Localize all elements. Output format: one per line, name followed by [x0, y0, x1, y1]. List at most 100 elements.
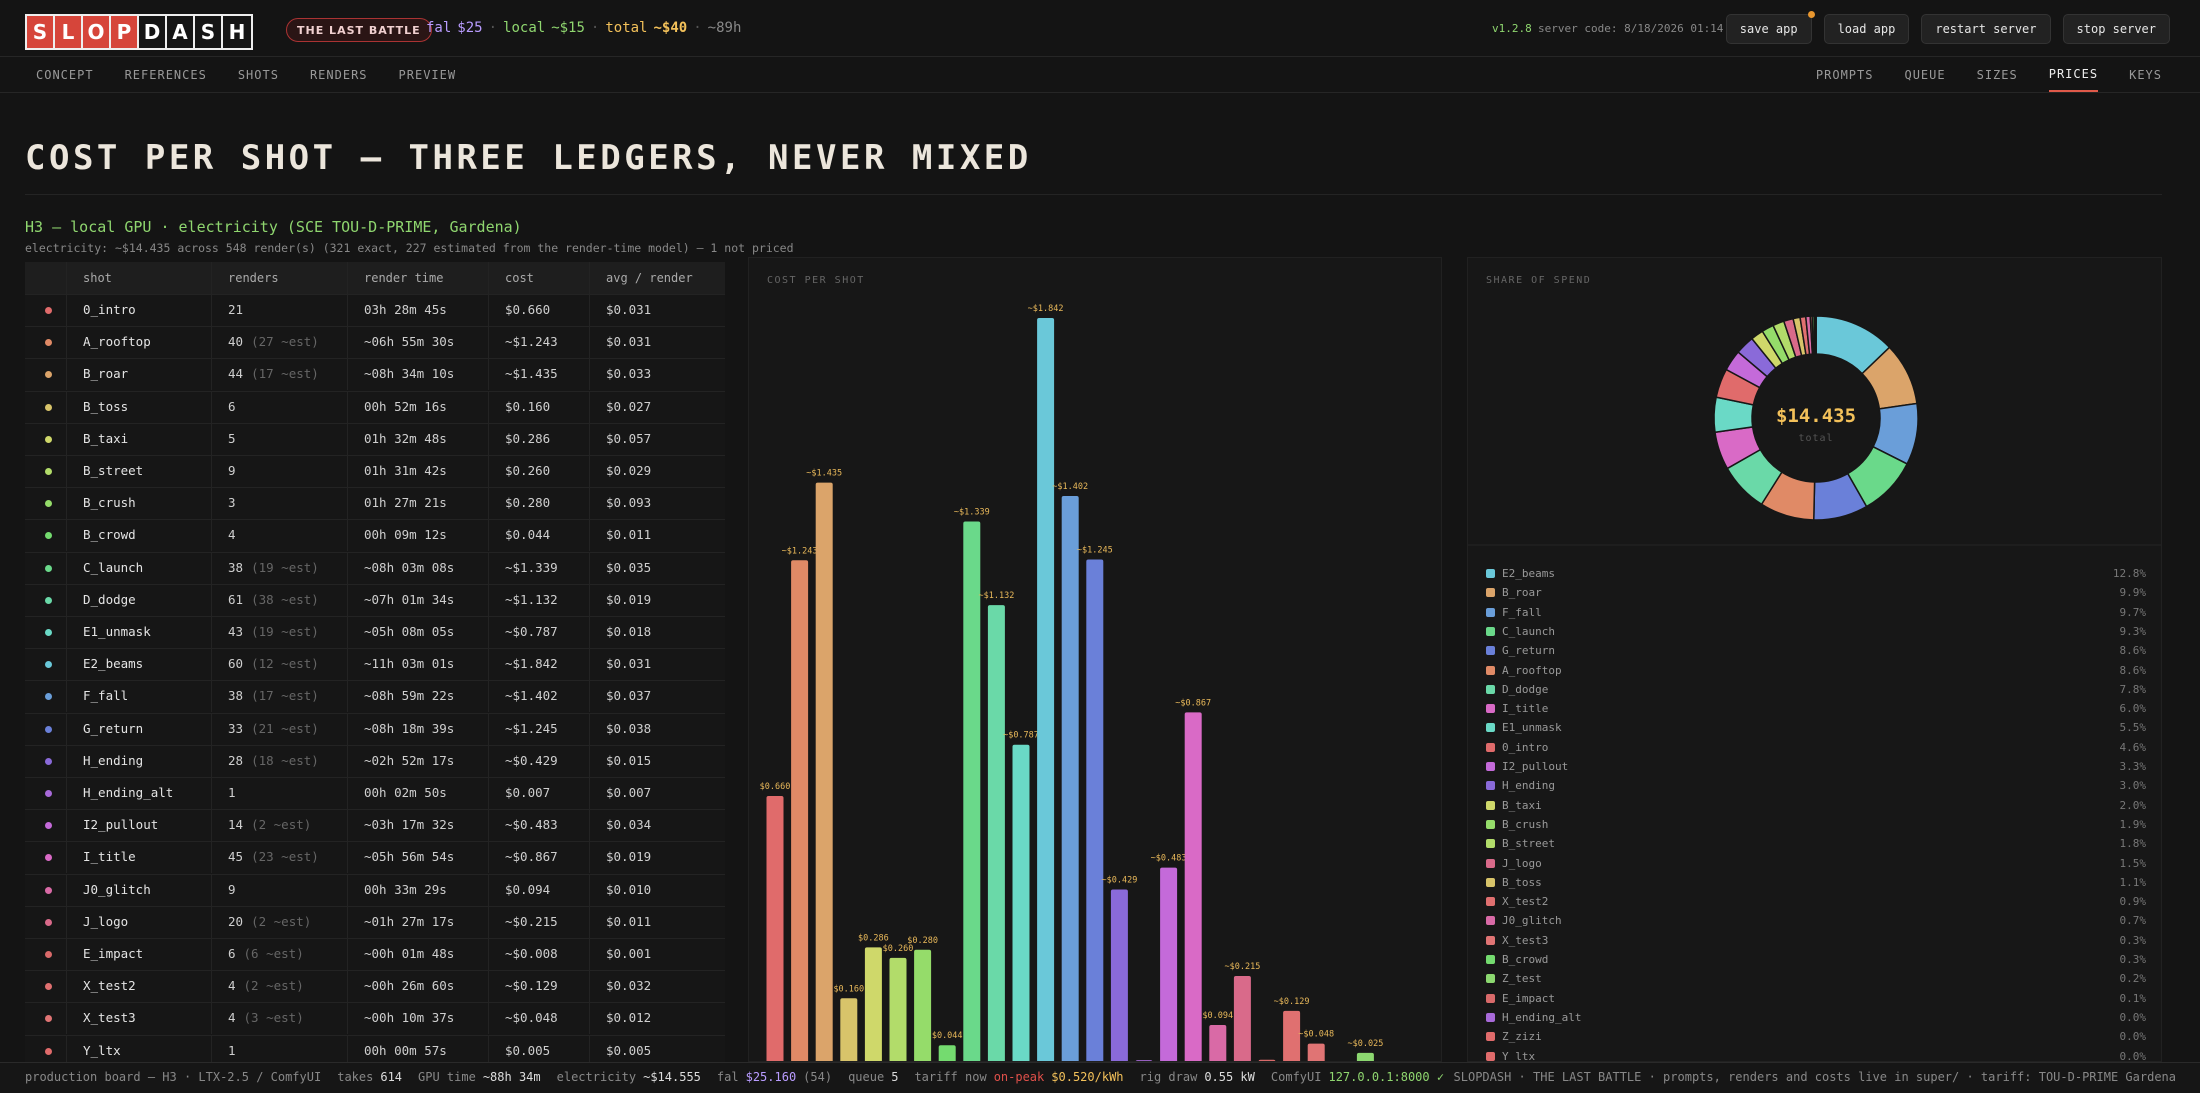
cell: ~$1.339 — [488, 551, 558, 584]
legend-value: 1.5% — [2119, 856, 2147, 870]
bar-value-label: $0.660 — [760, 782, 791, 792]
cell: 9 — [211, 455, 236, 487]
row-dot — [45, 725, 52, 733]
cell: $0.010 — [589, 873, 651, 906]
legend-name: J_logo — [1502, 856, 1542, 870]
avg: $0.005 — [606, 1042, 652, 1058]
cell: G_return — [66, 712, 144, 745]
row-dot — [45, 854, 52, 862]
status-left: production board — H3 · LTX-2.5 / ComfyU… — [25, 1070, 1460, 1084]
legend-item: B_street 1.8% — [1486, 835, 2146, 854]
nav-tab[interactable]: SIZES — [1976, 67, 2018, 82]
nav-tab[interactable]: SHOTS — [237, 67, 279, 82]
nav-tab[interactable]: REFERENCES — [124, 67, 207, 82]
cell: ~$0.867 — [488, 841, 558, 874]
cell: 00h 33m 29s — [347, 873, 447, 906]
button[interactable]: stop server — [2062, 14, 2170, 44]
bar-value-label: $0.094 — [1202, 1011, 1233, 1021]
bar — [1334, 1060, 1348, 1061]
estimate: (2 ~est) — [251, 817, 312, 833]
nav-tab[interactable]: PROMPTS — [1815, 67, 1874, 82]
table-row: B_taxi 5 01h 32m 48s $0.286 $0.057 — [25, 422, 725, 456]
legend-item: E1_unmask 5.5% — [1486, 719, 2146, 738]
avg: $0.035 — [606, 559, 652, 575]
button[interactable]: restart server — [1921, 14, 2051, 44]
cell: B_taxi — [66, 422, 128, 455]
legend-name: B_street — [1502, 837, 1555, 851]
table-row: Y_ltx 1 00h 00m 57s $0.005 $0.005 — [25, 1034, 725, 1062]
cell: ~$0.008 — [488, 938, 558, 970]
renders: 3 — [228, 495, 236, 511]
avg: $0.011 — [606, 913, 652, 929]
cell: 5 — [211, 422, 236, 455]
cost: $0.005 — [505, 1042, 551, 1058]
cell: H_ending — [66, 744, 143, 777]
avg: $0.034 — [606, 817, 652, 833]
estimate: (38 ~est) — [251, 591, 319, 607]
bar-value-label: ~$0.787 — [1003, 731, 1039, 741]
shot: G_return — [83, 720, 144, 736]
cell: 38 (19 ~est) — [211, 551, 319, 584]
legend-swatch — [1486, 781, 1495, 791]
legend-swatch — [1486, 1012, 1495, 1022]
legend-swatch — [1486, 839, 1495, 849]
cell: ~07h 01m 34s — [347, 583, 454, 616]
nav-tab[interactable]: RENDERS — [309, 67, 368, 82]
legend-swatch — [1486, 1032, 1495, 1042]
row-dot — [45, 757, 52, 765]
legend-value: 9.9% — [2119, 586, 2147, 600]
separator: · — [590, 20, 600, 36]
nav-tab[interactable]: PREVIEW — [398, 67, 457, 82]
cost: $0.260 — [505, 463, 551, 478]
stat-label: rig draw — [1139, 1070, 1198, 1084]
legend-item: Y_ltx 0.0% — [1486, 1048, 2146, 1061]
board-info: production board — H3 · LTX-2.5 / ComfyU… — [25, 1070, 322, 1084]
button[interactable]: load app — [1823, 14, 1910, 44]
legend-swatch — [1486, 993, 1495, 1003]
cell: 33 (21 ~est) — [211, 712, 319, 745]
cell: ~00h 26m 60s — [347, 970, 454, 1003]
legend-item: H_ending_alt 0.0% — [1486, 1009, 2146, 1028]
cell: B_street — [66, 455, 143, 487]
legend-name: E1_unmask — [1502, 721, 1562, 735]
column-header: renders — [211, 262, 279, 294]
stat-label: fal — [716, 1070, 739, 1084]
cell: 28 (18 ~est) — [211, 744, 319, 777]
bar — [1307, 1043, 1325, 1061]
stat-value: 0.55 kW — [1204, 1070, 1255, 1084]
nav-tab[interactable]: PRICES — [2048, 57, 2099, 92]
time: ~08h 59m 22s — [364, 688, 455, 704]
cell: ~$1.245 — [488, 712, 558, 745]
cell: $0.034 — [589, 809, 652, 842]
cell: J0_glitch — [66, 873, 151, 906]
shot: D_dodge — [83, 591, 136, 607]
legend-name: X_test2 — [1502, 895, 1549, 909]
time: ~00h 10m 37s — [364, 1010, 455, 1026]
spend-value: ~89h — [707, 20, 742, 36]
cell: $0.012 — [589, 1002, 651, 1035]
cell: ~00h 10m 37s — [347, 1002, 455, 1035]
cell: 61 (38 ~est) — [211, 583, 319, 616]
button[interactable]: save app — [1725, 11, 1815, 44]
bar-value-label: ~$0.429 — [1101, 875, 1137, 885]
bar-value-label: ~$1.245 — [1077, 545, 1113, 555]
bar — [1283, 1010, 1301, 1061]
status-right: SLOPDASH · THE LAST BATTLE · prompts, re… — [1453, 1070, 2176, 1084]
shot: Y_ltx — [83, 1042, 121, 1058]
renders: 21 — [228, 302, 244, 317]
nav-tab[interactable]: CONCEPT — [36, 67, 94, 82]
renders: 28 — [228, 752, 244, 768]
cell: ~$0.429 — [488, 744, 558, 777]
legend-item: B_roar 9.9% — [1486, 584, 2146, 603]
renders: 60 — [228, 656, 244, 672]
nav-tab[interactable]: QUEUE — [1904, 67, 1946, 82]
legend-swatch — [1486, 800, 1495, 810]
nav-tab[interactable]: KEYS — [2129, 67, 2162, 82]
cell: $0.031 — [589, 294, 651, 326]
table-row: D_dodge 61 (38 ~est) ~07h 01m 34s ~$1.132 $0.… — [25, 583, 725, 617]
renders: 5 — [228, 430, 236, 446]
row-dot — [45, 371, 52, 379]
cost: ~$0.215 — [505, 913, 558, 929]
cost: ~$1.243 — [505, 334, 558, 350]
